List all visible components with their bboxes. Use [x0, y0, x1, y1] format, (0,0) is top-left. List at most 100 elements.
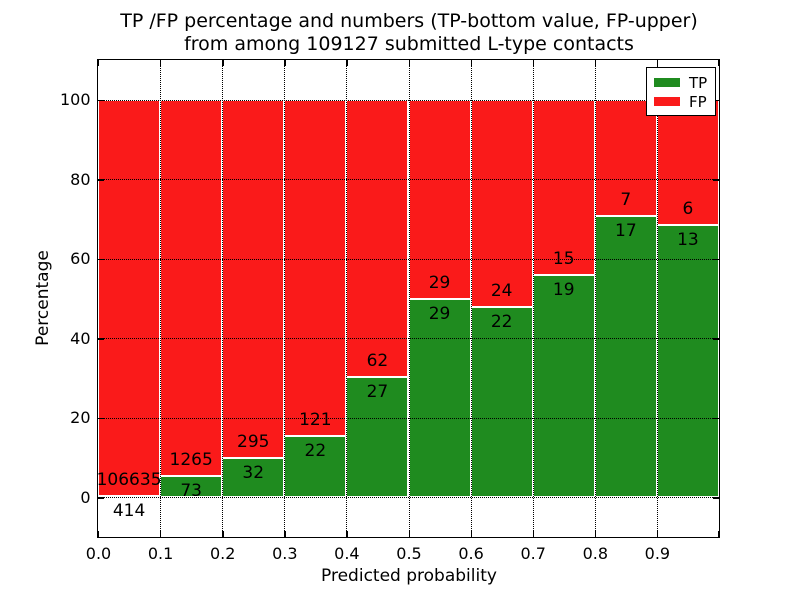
x-tick-label: 0.9 — [644, 543, 671, 563]
fp-count-label: 1265 — [169, 449, 213, 470]
x-tick-label: 0.6 — [458, 543, 484, 563]
tp-bar-segment — [222, 458, 285, 498]
x-tick-mark — [532, 531, 535, 537]
tp-count-label: 32 — [242, 463, 265, 484]
tp-bar-segment — [532, 275, 595, 498]
tp-count-label: 29 — [428, 303, 451, 324]
fp-count-label: 62 — [366, 350, 389, 371]
tp-count-label: 73 — [180, 480, 202, 501]
x-tick-mark-top — [346, 60, 348, 66]
vertical-gridline — [222, 60, 224, 537]
x-tick-mark — [346, 531, 348, 537]
x-tick-mark — [656, 531, 659, 537]
legend-box: TP FP — [646, 67, 716, 116]
tp-bar-segment — [98, 495, 161, 498]
x-tick-label: 0.7 — [520, 543, 546, 563]
x-tick-mark — [222, 531, 224, 537]
x-tick-mark — [98, 531, 100, 537]
vertical-gridline — [532, 60, 534, 537]
y-tick-mark — [98, 497, 104, 499]
fp-count-label: 121 — [299, 410, 332, 431]
x-tick-label: 0.5 — [396, 543, 422, 563]
x-tick-mark-top — [408, 60, 410, 66]
x-tick-mark-top — [532, 60, 535, 66]
y-tick-mark — [98, 417, 104, 420]
x-tick-mark-top — [284, 60, 286, 66]
y-tick-mark — [98, 179, 104, 181]
y-tick-label: 100 — [59, 90, 91, 110]
legend-item-tp: TP — [654, 73, 708, 92]
chart-title-line1: TP /FP percentage and numbers (TP-bottom… — [120, 10, 698, 32]
x-tick-mark — [160, 531, 162, 537]
fp-count-label: 295 — [237, 432, 270, 453]
tp-count-label: 13 — [677, 230, 699, 251]
x-tick-mark-top — [160, 60, 162, 66]
fp-legend-label: FP — [689, 92, 707, 111]
fp-count-label: 29 — [428, 272, 451, 293]
vertical-gridline — [470, 60, 472, 537]
y-tick-mark-right — [713, 179, 719, 181]
tp-count-label: 22 — [304, 441, 327, 462]
fp-bar-segment — [346, 99, 409, 377]
fp-bar-segment — [408, 99, 471, 299]
vertical-gridline — [408, 60, 410, 537]
fp-count-label: 7 — [620, 189, 632, 210]
y-tick-label: 20 — [70, 408, 91, 428]
vertical-gridline — [594, 60, 596, 537]
x-tick-mark — [594, 531, 597, 537]
vertical-gridline — [284, 60, 286, 537]
y-tick-label: 60 — [70, 249, 91, 269]
y-tick-label: 80 — [70, 169, 91, 189]
tp-legend-label: TP — [689, 73, 708, 92]
x-tick-mark-top — [656, 60, 659, 66]
tp-count-label: 22 — [490, 312, 513, 333]
y-tick-mark-right — [713, 497, 719, 499]
x-tick-mark-top — [222, 60, 224, 66]
fp-count-label: 15 — [552, 249, 575, 270]
x-tick-mark-top — [594, 60, 597, 66]
y-tick-mark — [98, 99, 104, 102]
fp-count-label: 24 — [490, 281, 513, 302]
plot-area: 106635 414 1265 73 295 32 121 22 62 27 29 29 24 22 15 1… — [97, 59, 720, 538]
tp-count-label: 414 — [112, 500, 146, 521]
x-tick-mark-top — [98, 60, 100, 66]
x-tick-mark — [408, 531, 410, 537]
x-tick-label: 0.3 — [272, 543, 298, 563]
x-tick-label: 0.8 — [582, 543, 609, 563]
fp-legend-swatch — [654, 97, 680, 106]
tp-count-label: 27 — [366, 381, 389, 402]
fp-bar-segment — [222, 99, 285, 459]
fp-bar-segment — [160, 99, 223, 476]
fp-count-label: 6 — [682, 199, 694, 220]
x-tick-label: 0.4 — [334, 543, 360, 563]
tp-bar-segment — [470, 307, 533, 498]
y-tick-mark-right — [713, 258, 719, 261]
y-tick-mark-right — [713, 417, 719, 420]
x-tick-mark-top — [470, 60, 472, 66]
vertical-gridline — [160, 60, 162, 537]
tp-count-label: 17 — [615, 220, 637, 241]
tp-count-label: 19 — [552, 280, 575, 301]
x-axis-label: Predicted probability — [321, 566, 497, 586]
legend-item-fp: FP — [654, 92, 708, 111]
x-tick-label: 0.0 — [85, 543, 112, 563]
vertical-gridline — [656, 60, 658, 537]
vertical-gridline — [346, 60, 348, 537]
x-tick-mark — [470, 531, 472, 537]
fp-count-label: 106635 — [96, 469, 162, 490]
x-tick-mark — [284, 531, 286, 537]
y-tick-mark — [98, 338, 104, 340]
tp-bar-segment — [594, 215, 657, 498]
y-tick-mark-right — [713, 338, 719, 340]
y-tick-label: 40 — [70, 328, 91, 348]
y-tick-mark-right — [713, 99, 719, 102]
x-tick-label: 0.1 — [147, 543, 174, 563]
y-tick-mark — [98, 258, 104, 261]
y-tick-label: 0 — [80, 487, 91, 507]
chart-title-line2: from among 109127 submitted L-type conta… — [184, 33, 634, 55]
fp-bar-segment — [284, 99, 347, 437]
x-tick-label: 0.2 — [209, 543, 236, 563]
x-tick-mark-top — [717, 60, 719, 66]
tp-bar-segment — [656, 225, 719, 498]
